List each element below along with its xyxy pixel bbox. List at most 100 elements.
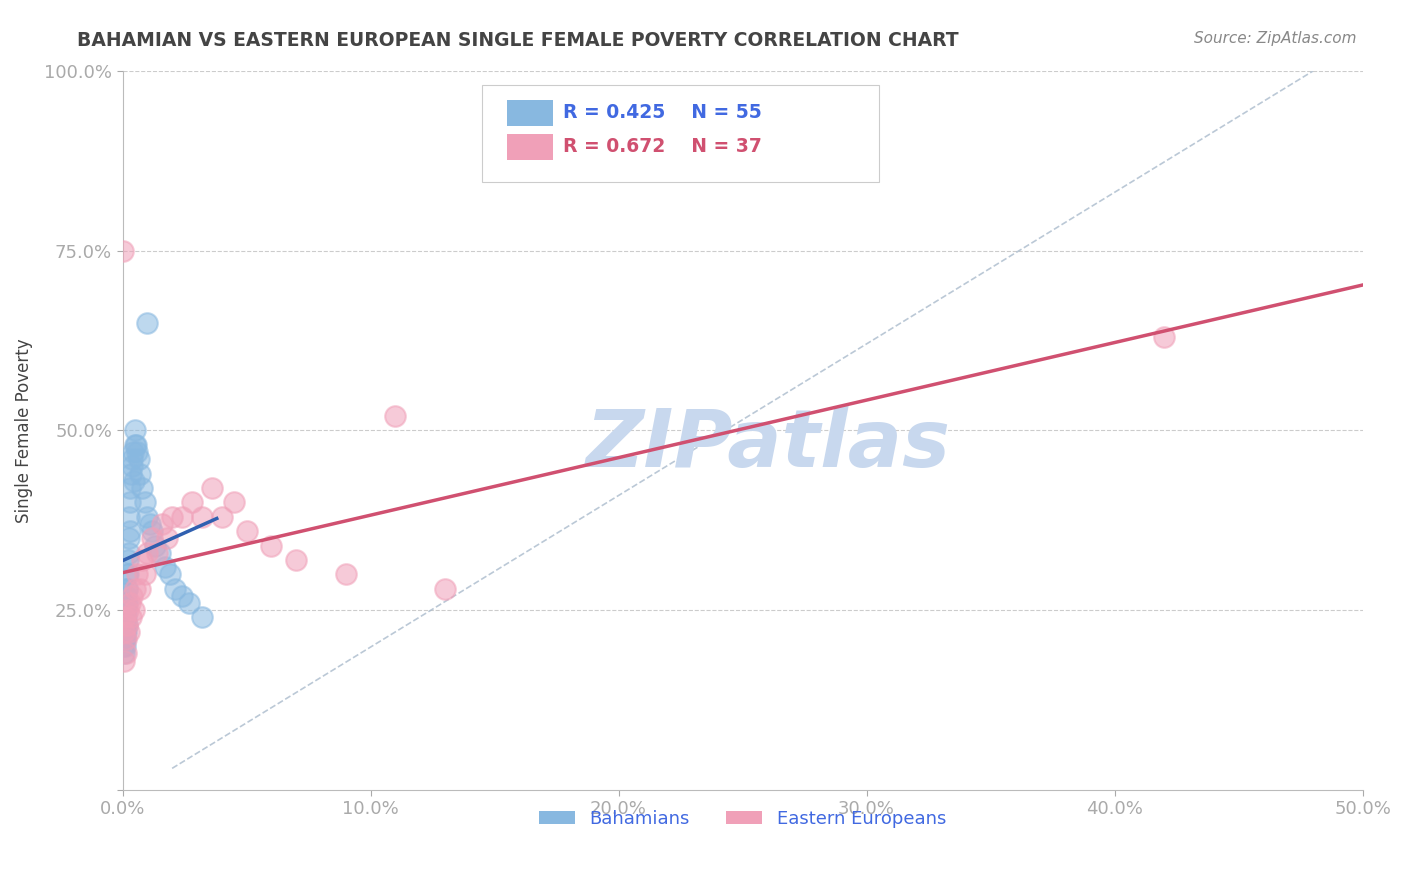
Bahamians: [114, 603, 136, 617]
Eastern Europeans: [120, 610, 142, 624]
FancyBboxPatch shape: [482, 86, 879, 183]
Bahamians: [115, 589, 138, 603]
Bahamians: [115, 582, 138, 596]
Bahamians: [114, 624, 136, 639]
Text: BAHAMIAN VS EASTERN EUROPEAN SINGLE FEMALE POVERTY CORRELATION CHART: BAHAMIAN VS EASTERN EUROPEAN SINGLE FEMA…: [77, 31, 959, 50]
Bahamians: [136, 316, 159, 330]
Eastern Europeans: [170, 509, 193, 524]
Eastern Europeans: [118, 596, 141, 610]
Bahamians: [117, 567, 139, 582]
Y-axis label: Single Female Poverty: Single Female Poverty: [15, 338, 32, 523]
Eastern Europeans: [160, 509, 183, 524]
Bahamians: [118, 524, 141, 538]
Bahamians: [112, 624, 135, 639]
Eastern Europeans: [112, 653, 135, 667]
Bahamians: [114, 632, 136, 646]
Bahamians: [115, 603, 138, 617]
Eastern Europeans: [117, 603, 139, 617]
Bahamians: [127, 445, 149, 459]
Bahamians: [141, 524, 163, 538]
Bahamians: [122, 445, 145, 459]
Bahamians: [114, 639, 136, 653]
Eastern Europeans: [433, 582, 456, 596]
Legend: Bahamians, Eastern Europeans: Bahamians, Eastern Europeans: [531, 803, 953, 835]
Eastern Europeans: [114, 610, 136, 624]
Eastern Europeans: [150, 516, 173, 531]
Bahamians: [120, 481, 142, 495]
Bahamians: [163, 582, 186, 596]
Bahamians: [143, 539, 166, 553]
Bahamians: [118, 531, 141, 545]
Eastern Europeans: [285, 553, 308, 567]
Eastern Europeans: [211, 509, 233, 524]
Bahamians: [118, 509, 141, 524]
Eastern Europeans: [112, 624, 135, 639]
Bahamians: [115, 624, 138, 639]
Bahamians: [115, 617, 138, 632]
Eastern Europeans: [127, 567, 149, 582]
FancyBboxPatch shape: [508, 134, 553, 161]
Bahamians: [128, 467, 150, 481]
Bahamians: [191, 610, 214, 624]
Eastern Europeans: [335, 567, 357, 582]
Bahamians: [122, 474, 145, 488]
Bahamians: [114, 596, 136, 610]
Eastern Europeans: [131, 553, 153, 567]
Eastern Europeans: [114, 632, 136, 646]
Bahamians: [111, 639, 134, 653]
FancyBboxPatch shape: [508, 100, 553, 127]
Eastern Europeans: [146, 546, 169, 560]
Eastern Europeans: [128, 582, 150, 596]
Eastern Europeans: [124, 582, 146, 596]
Bahamians: [118, 495, 141, 509]
Eastern Europeans: [141, 531, 163, 545]
Bahamians: [124, 438, 146, 452]
Bahamians: [128, 452, 150, 467]
Bahamians: [179, 596, 201, 610]
Eastern Europeans: [112, 244, 135, 258]
Bahamians: [114, 617, 136, 632]
Bahamians: [117, 582, 139, 596]
Bahamians: [170, 589, 193, 603]
Bahamians: [149, 546, 172, 560]
Eastern Europeans: [181, 495, 204, 509]
Eastern Europeans: [224, 495, 246, 509]
Eastern Europeans: [191, 509, 214, 524]
Bahamians: [117, 567, 139, 582]
Text: R = 0.672    N = 37: R = 0.672 N = 37: [562, 137, 762, 156]
Eastern Europeans: [1153, 330, 1175, 344]
Text: Source: ZipAtlas.com: Source: ZipAtlas.com: [1194, 31, 1357, 46]
Bahamians: [159, 567, 181, 582]
Eastern Europeans: [122, 603, 145, 617]
Eastern Europeans: [260, 539, 283, 553]
Bahamians: [139, 516, 162, 531]
Eastern Europeans: [156, 531, 179, 545]
Eastern Europeans: [117, 617, 139, 632]
Bahamians: [131, 481, 153, 495]
Bahamians: [112, 632, 135, 646]
Bahamians: [124, 424, 146, 438]
Eastern Europeans: [384, 409, 406, 423]
Bahamians: [134, 495, 156, 509]
Bahamians: [121, 459, 143, 474]
Bahamians: [112, 632, 135, 646]
Bahamians: [117, 553, 139, 567]
Bahamians: [114, 610, 136, 624]
Eastern Europeans: [136, 546, 159, 560]
Eastern Europeans: [118, 624, 141, 639]
Bahamians: [120, 467, 142, 481]
Bahamians: [125, 438, 148, 452]
Bahamians: [112, 646, 135, 660]
Eastern Europeans: [235, 524, 257, 538]
Bahamians: [136, 509, 159, 524]
Bahamians: [115, 596, 138, 610]
Text: ZIPatlas: ZIPatlas: [585, 406, 950, 483]
Bahamians: [121, 452, 143, 467]
Bahamians: [112, 617, 135, 632]
Bahamians: [153, 560, 176, 574]
Eastern Europeans: [201, 481, 224, 495]
Eastern Europeans: [115, 646, 138, 660]
Text: R = 0.425    N = 55: R = 0.425 N = 55: [562, 103, 762, 122]
Bahamians: [118, 546, 141, 560]
Eastern Europeans: [121, 589, 143, 603]
